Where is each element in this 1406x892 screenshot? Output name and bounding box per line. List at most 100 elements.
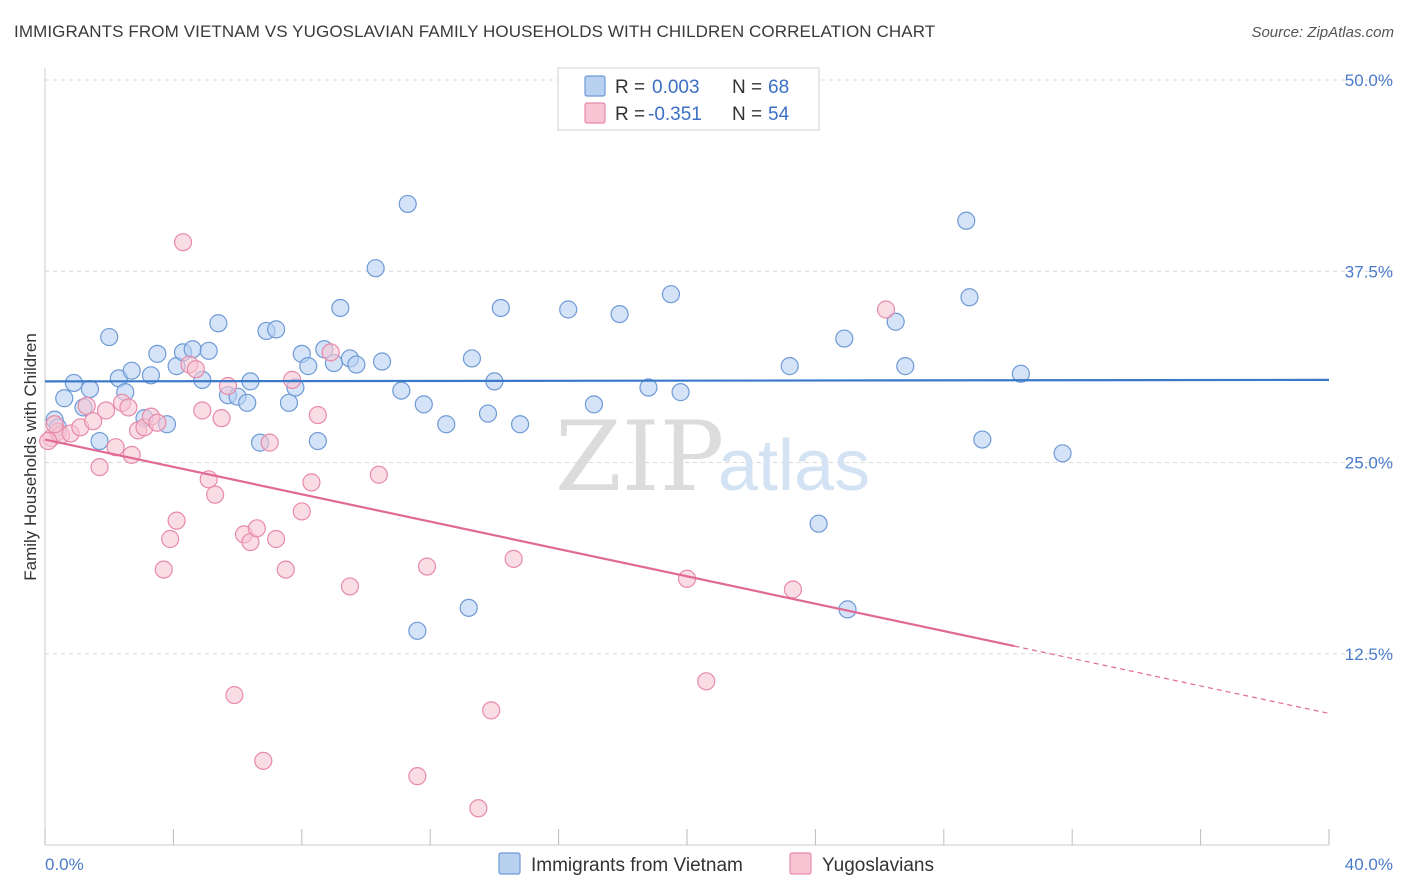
yugoslavians-point-26 <box>212 409 231 428</box>
yugoslavians-point-17 <box>154 560 173 579</box>
legend-r-value-yugoslavians: -0.351 <box>648 104 702 125</box>
x-tick-label-1: 40.0% <box>1345 855 1393 874</box>
vietnam-point-6 <box>90 431 109 451</box>
vietnam-point-51 <box>559 300 578 319</box>
yugoslavians-point-51 <box>876 300 896 319</box>
source-credit: Source: ZipAtlas.com <box>1251 24 1394 41</box>
vietnam-point-37 <box>347 355 366 374</box>
legend-n-label-yugoslavians: N = <box>732 104 762 125</box>
vietnam-point-17 <box>183 340 202 359</box>
vietnam-point-55 <box>661 285 681 304</box>
legend-swatch-yugoslavians <box>584 102 606 124</box>
yugoslavians-point-5 <box>77 396 96 415</box>
vietnam-point-56 <box>671 383 690 402</box>
vietnam-point-38 <box>366 259 385 278</box>
vietnam-point-5 <box>80 379 100 399</box>
vietnam-point-41 <box>398 194 417 214</box>
yugoslavians-point-16 <box>148 413 167 432</box>
vietnam-point-65 <box>973 430 992 449</box>
yugoslavians-point-7 <box>90 457 109 477</box>
yugoslavians-point-38 <box>302 473 321 492</box>
yugoslavians-point-23 <box>193 401 212 420</box>
legend-n-value-vietnam: 68 <box>768 77 789 98</box>
yugoslavians-point-19 <box>167 511 186 530</box>
watermark-atlas: atlas <box>718 426 870 506</box>
yugoslavians-point-22 <box>186 360 205 379</box>
legend-r-label-vietnam: R = <box>615 77 645 98</box>
yugoslavians-point-33 <box>260 433 279 452</box>
trendline-yugoslavians <box>44 438 1015 648</box>
yugoslavians-point-20 <box>173 233 193 252</box>
yugoslavians-point-53 <box>45 415 64 434</box>
yugoslavians-point-27 <box>218 376 238 396</box>
yugoslavians-point-35 <box>276 560 295 579</box>
vietnam-point-64 <box>960 288 979 307</box>
vietnam-point-35 <box>331 298 350 318</box>
vietnam-point-59 <box>835 329 854 348</box>
y-tick-label-1: 25.0% <box>1345 454 1393 473</box>
yugoslavians-point-18 <box>161 529 180 549</box>
yugoslavians-point-36 <box>283 370 302 389</box>
trendline-vietnam <box>44 378 1330 383</box>
y-tick-label-3: 50.0% <box>1345 71 1393 90</box>
yugoslavians-point-28 <box>225 685 244 705</box>
yugoslavians-point-6 <box>84 412 103 431</box>
yugoslavians-point-40 <box>321 343 340 362</box>
yugoslavians-point-31 <box>247 519 266 538</box>
vietnam-point-10 <box>122 361 141 380</box>
vietnam-point-46 <box>462 349 482 368</box>
vietnam-point-7 <box>100 327 119 347</box>
series-legend: Immigrants from Vietnam Yugoslavians <box>498 852 934 876</box>
yugoslavians-point-37 <box>292 502 311 521</box>
yugoslavians-point-44 <box>417 557 437 576</box>
yugoslavians-point-11 <box>119 398 138 417</box>
vietnam-point-44 <box>437 415 456 434</box>
yugoslavians-point-45 <box>469 799 488 818</box>
x-tick-label-0: 0.0% <box>45 855 84 874</box>
yugoslavians-point-43 <box>408 767 427 786</box>
vietnam-point-23 <box>238 393 257 412</box>
stats-legend: R = 0.003 N = 68 R = -0.351 N = 54 <box>557 67 820 131</box>
vietnam-point-2 <box>55 389 74 408</box>
yugoslavians-point-8 <box>96 401 116 420</box>
legend-n-label-vietnam: N = <box>732 77 762 98</box>
vietnam-point-57 <box>780 357 799 376</box>
vietnam-point-63 <box>957 211 976 230</box>
y-tick-label-2: 37.5% <box>1345 262 1393 281</box>
grid-lines <box>45 79 1395 655</box>
series-yugoslavians-points <box>39 233 896 818</box>
yugoslavians-point-39 <box>308 405 327 425</box>
vietnam-point-62 <box>896 357 915 376</box>
y-axis-label: Family Households with Children <box>21 333 40 581</box>
vietnam-point-47 <box>478 404 498 423</box>
legend-swatch-vietnam <box>584 75 606 97</box>
vietnam-point-28 <box>279 393 299 412</box>
legend-n-value-yugoslavians: 54 <box>768 104 790 125</box>
chart-title: IMMIGRANTS FROM VIETNAM VS YUGOSLAVIAN F… <box>14 22 936 41</box>
vietnam-point-12 <box>141 366 161 385</box>
vietnam-point-58 <box>809 514 828 533</box>
bottom-legend-swatch-yugoslavians <box>789 852 812 875</box>
yugoslavians-point-49 <box>697 672 716 691</box>
bottom-legend-swatch-vietnam <box>498 852 521 875</box>
trendline-yugoslavians-extension <box>1014 645 1330 715</box>
vietnam-point-32 <box>308 431 327 451</box>
vietnam-point-40 <box>392 381 411 400</box>
bottom-legend-label-yugoslavians: Yugoslavians <box>822 855 934 876</box>
vietnam-point-54 <box>639 378 658 397</box>
yugoslavians-point-48 <box>677 569 697 588</box>
watermark-zip: ZIP <box>555 401 724 513</box>
yugoslavians-point-41 <box>340 577 360 596</box>
vietnam-point-43 <box>414 395 433 414</box>
vietnam-point-53 <box>610 304 629 324</box>
yugoslavians-point-25 <box>206 485 225 504</box>
bottom-legend-label-vietnam: Immigrants from Vietnam <box>531 855 743 876</box>
vietnam-point-42 <box>408 621 427 640</box>
vietnam-point-66 <box>1011 364 1030 383</box>
legend-r-label-yugoslavians: R = <box>615 104 645 125</box>
vietnam-point-19 <box>199 341 218 360</box>
series-vietnam-points <box>45 194 1072 640</box>
yugoslavians-point-46 <box>482 701 501 720</box>
trend-lines <box>44 378 1330 715</box>
